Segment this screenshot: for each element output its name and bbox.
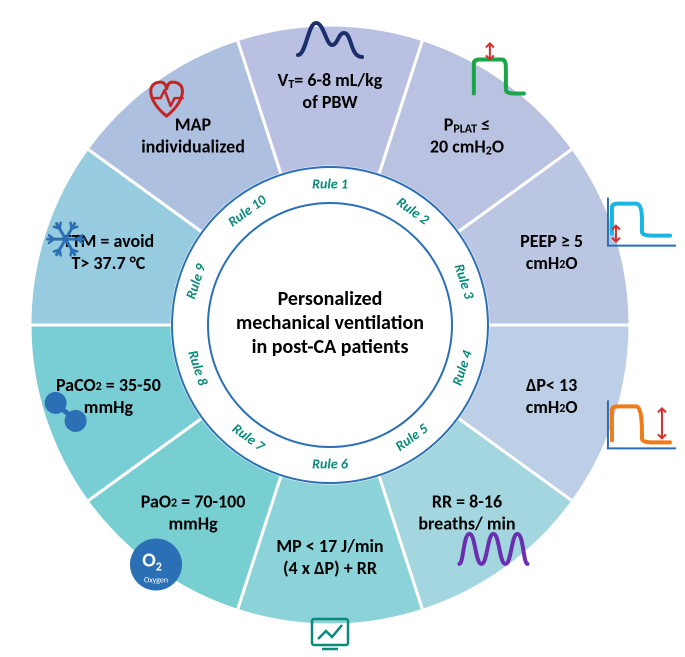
peep-cyan-icon xyxy=(608,198,676,246)
dp-orange-icon xyxy=(608,400,676,448)
segment-text-4: ΔP< 13cmH2O xyxy=(526,374,578,418)
rule-label-1: Rule 1 xyxy=(312,175,348,192)
rule-label-6: Rule 6 xyxy=(312,455,348,472)
diagram-stage: Personalizedmechanical ventilationin pos… xyxy=(0,0,685,657)
segment-text-6: MP < 17 J/min(4 x ΔP) + RR xyxy=(276,535,383,579)
segment-text-3: PEEP ≥ 5cmH2O xyxy=(520,230,583,274)
svg-text:Oxygen: Oxygen xyxy=(144,575,168,585)
o2-icon: O2Oxygen xyxy=(130,538,182,590)
wheel-svg: Personalizedmechanical ventilationin pos… xyxy=(0,0,685,657)
segment-text-5: RR = 8-16breaths/ min xyxy=(418,491,515,535)
